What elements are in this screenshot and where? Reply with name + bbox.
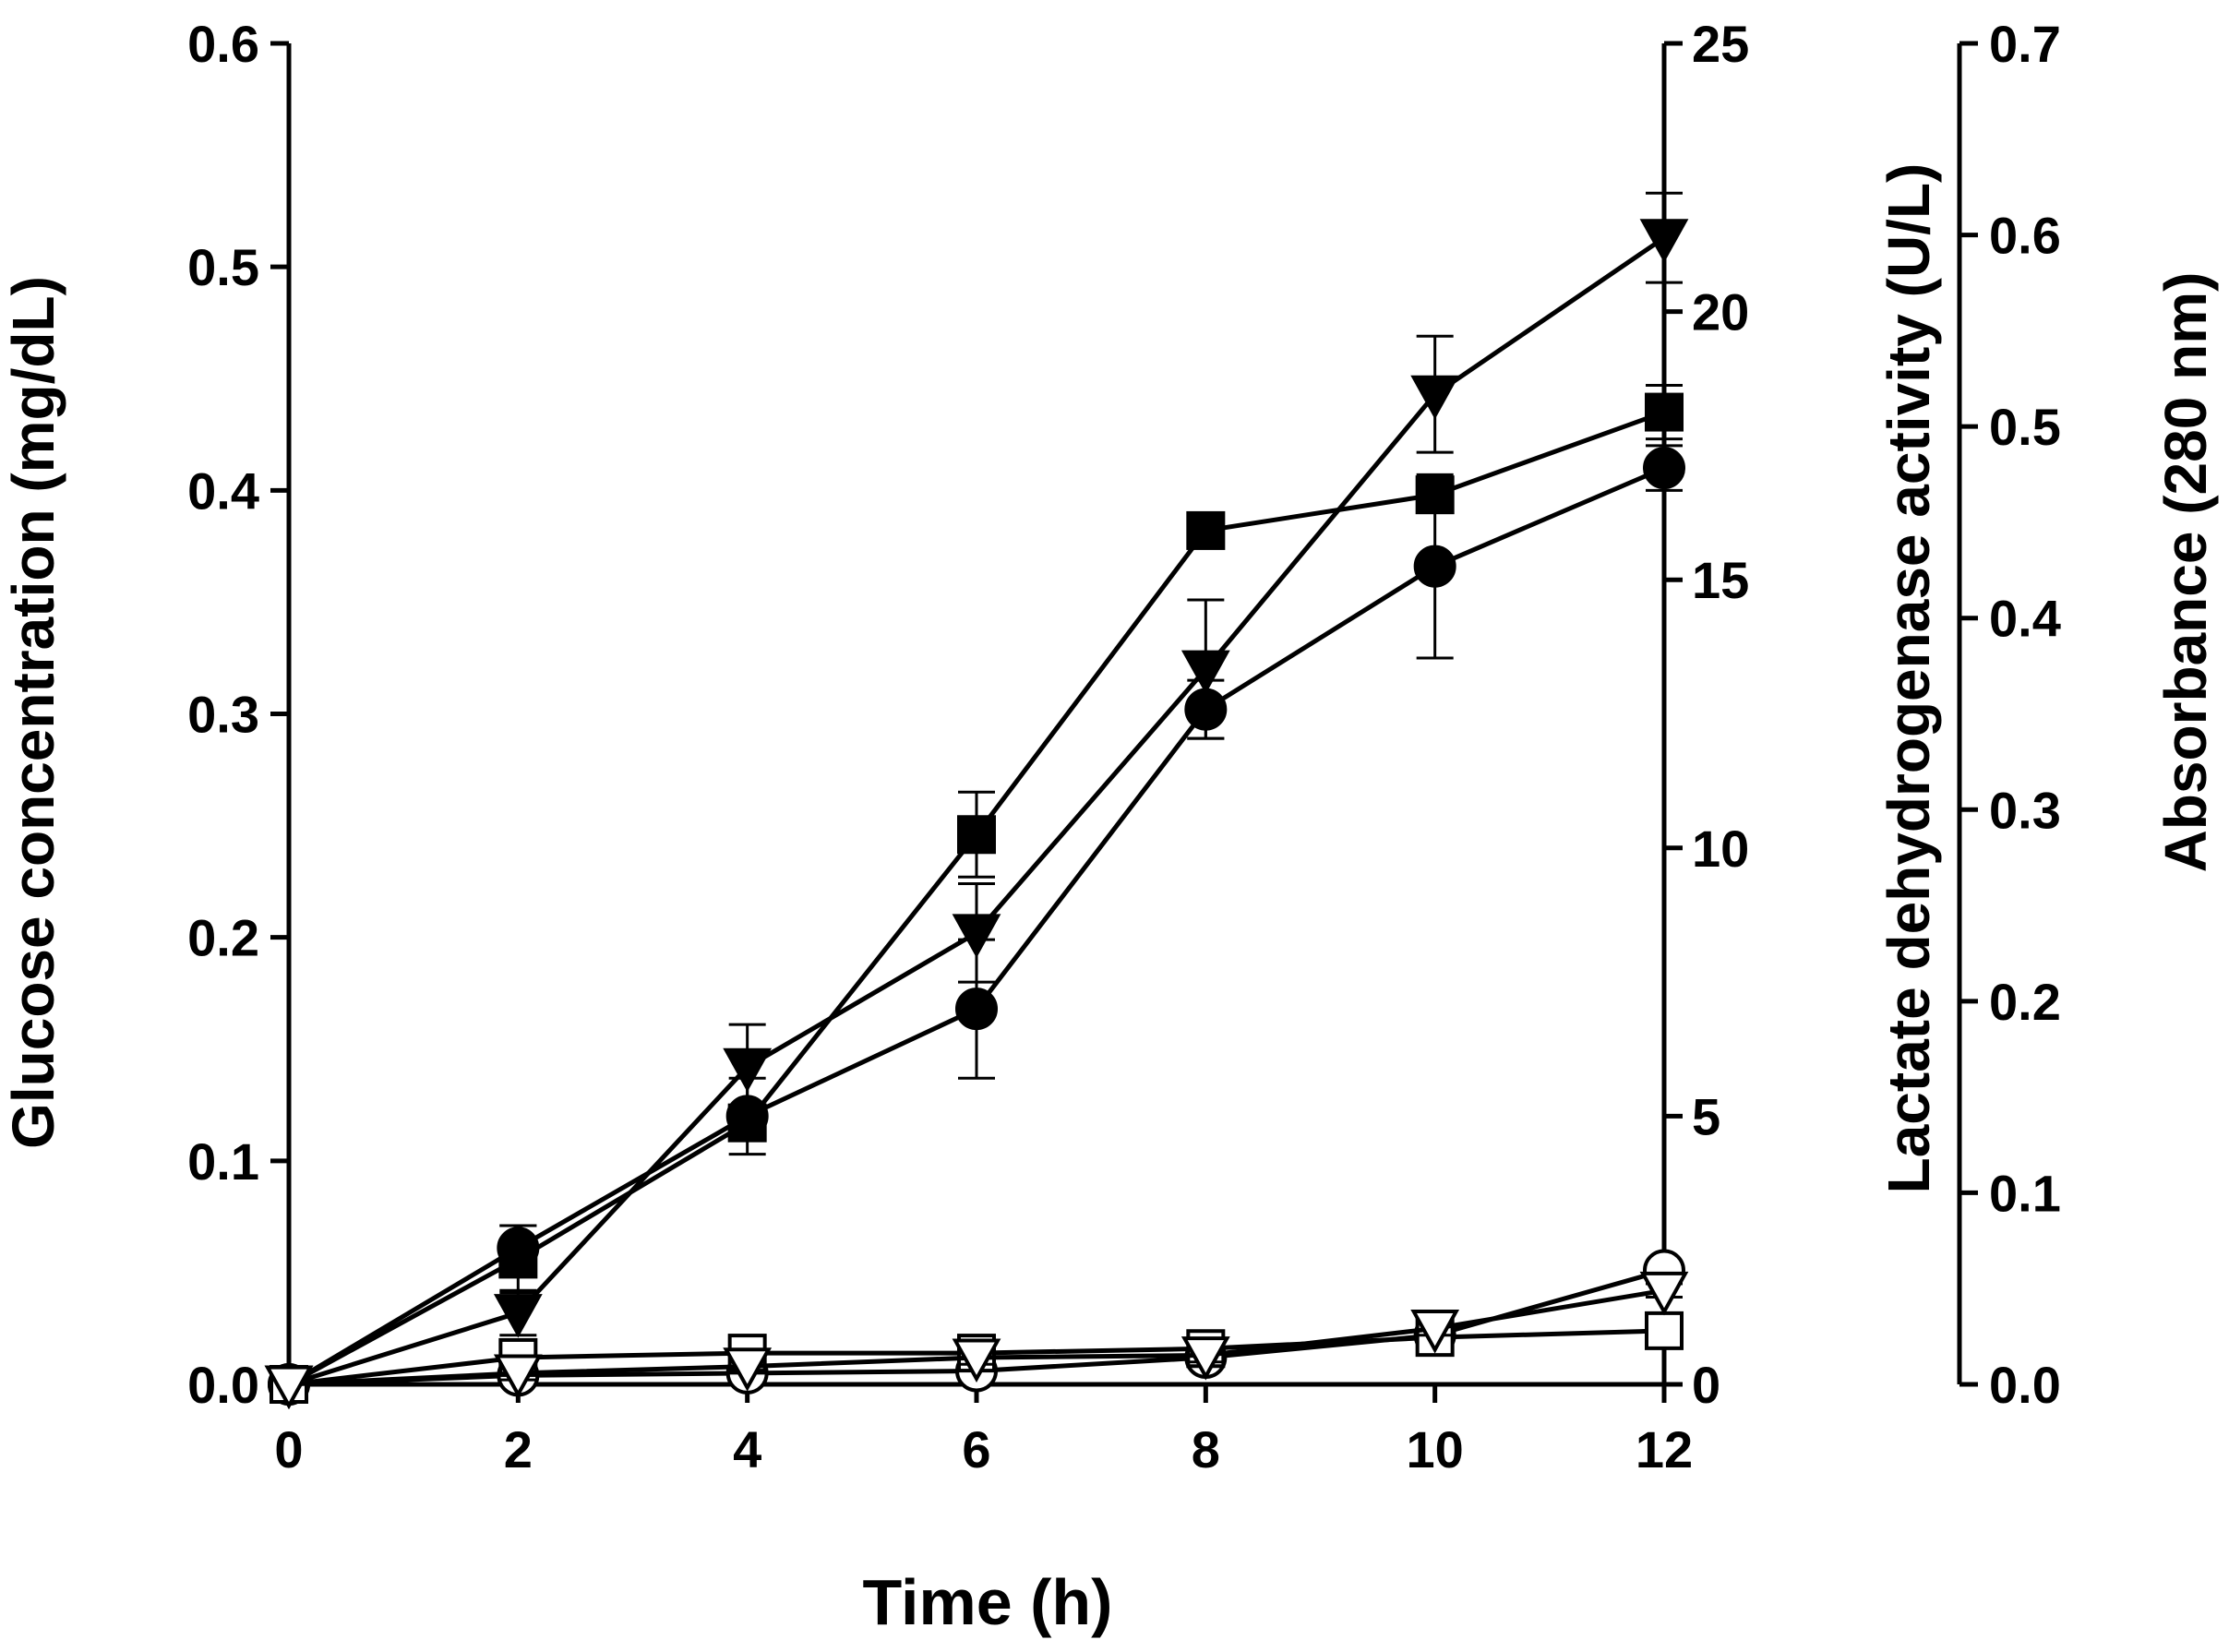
- x-tick-label: 2: [504, 1420, 533, 1478]
- data-point-square: [1415, 475, 1455, 515]
- data-point-circle: [1413, 545, 1456, 588]
- x-tick-label: 6: [962, 1420, 990, 1478]
- data-point-triangle: [1410, 375, 1460, 420]
- data-point-square: [1186, 510, 1226, 550]
- y-axis-title-lactate: Lactate dehydrogenase activity (U/L): [1875, 163, 1942, 1194]
- lactate-tick-label: 0: [1692, 1356, 1720, 1414]
- series-open-triangle: [264, 1271, 1689, 1410]
- data-point-triangle: [723, 1347, 773, 1392]
- data-point-triangle: [493, 1294, 543, 1338]
- x-tick-label: 4: [733, 1420, 761, 1478]
- absorbance-tick-label: 0.2: [1989, 973, 2061, 1031]
- left-tick-label: 0.3: [187, 686, 259, 744]
- x-tick-label: 12: [1636, 1420, 1693, 1478]
- data-point-triangle: [952, 1338, 1001, 1383]
- data-point-triangle: [1180, 1336, 1230, 1381]
- left-tick-label: 0.2: [187, 909, 259, 967]
- data-point-triangle: [952, 914, 1001, 958]
- lactate-tick-label: 20: [1692, 283, 1749, 341]
- x-tick-label: 8: [1192, 1420, 1220, 1478]
- data-point-triangle: [493, 1354, 543, 1399]
- y-axis-title-left: Glucose concentration (mg/dL): [0, 276, 66, 1149]
- data-point-square: [498, 1239, 538, 1279]
- data-point-triangle: [1410, 1310, 1460, 1354]
- absorbance-tick-label: 0.7: [1989, 15, 2061, 73]
- data-point-square: [1645, 392, 1684, 432]
- absorbance-tick-label: 0.4: [1989, 590, 2061, 648]
- left-tick-label: 0.0: [187, 1356, 259, 1414]
- data-point-square: [1645, 1311, 1684, 1350]
- data-point-circle: [955, 988, 998, 1031]
- x-tick-label: 0: [274, 1420, 303, 1478]
- x-axis-title: Time (h): [863, 1566, 1113, 1638]
- data-point-triangle: [1639, 1271, 1689, 1316]
- lactate-tick-label: 10: [1692, 820, 1749, 878]
- axes-group: 0.00.10.20.30.40.50.605101520250.00.10.2…: [187, 15, 2061, 1478]
- absorbance-tick-label: 0.0: [1989, 1356, 2061, 1414]
- absorbance-tick-label: 0.5: [1989, 398, 2061, 456]
- data-point-triangle: [723, 1047, 773, 1093]
- absorbance-tick-label: 0.6: [1989, 207, 2061, 265]
- data-point-circle: [1643, 447, 1685, 490]
- absorbance-tick-label: 0.3: [1989, 781, 2061, 839]
- lactate-tick-label: 15: [1692, 551, 1749, 609]
- left-tick-label: 0.6: [187, 15, 259, 73]
- x-tick-label: 10: [1407, 1420, 1464, 1478]
- left-tick-label: 0.4: [187, 461, 259, 520]
- left-tick-label: 0.5: [187, 238, 259, 296]
- y-axis-title-absorbance: Absorbance (280 nm): [2152, 272, 2219, 873]
- data-point-triangle: [264, 1365, 314, 1410]
- series-group: [264, 191, 1689, 1410]
- data-point-triangle: [1180, 650, 1230, 695]
- data-point-triangle: [1639, 219, 1689, 263]
- lactate-tick-label: 5: [1692, 1087, 1720, 1145]
- lactate-tick-label: 25: [1692, 15, 1749, 73]
- data-point-square: [957, 815, 996, 855]
- left-tick-label: 0.1: [187, 1132, 259, 1191]
- absorbance-tick-label: 0.1: [1989, 1164, 2061, 1222]
